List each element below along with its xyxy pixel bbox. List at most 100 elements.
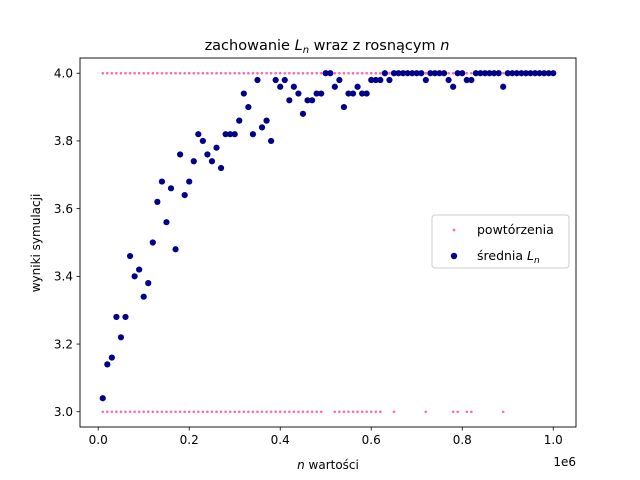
legend-marker-srednia bbox=[450, 252, 458, 260]
powtorzenia-point bbox=[197, 410, 200, 414]
powtorzenia-point bbox=[174, 71, 177, 75]
srednia-point bbox=[431, 70, 439, 77]
powtorzenia-point bbox=[470, 71, 473, 75]
powtorzenia-point bbox=[192, 410, 196, 414]
legend-label-srednia: średnia Ln bbox=[477, 248, 540, 266]
powtorzenia-point bbox=[501, 410, 505, 414]
x-axis-label-var: n bbox=[297, 458, 305, 472]
srednia-point bbox=[195, 131, 202, 138]
powtorzenia-point bbox=[210, 410, 214, 414]
srednia-point bbox=[308, 97, 316, 104]
powtorzenia-point bbox=[151, 71, 155, 75]
srednia-point bbox=[186, 178, 193, 185]
powtorzenia-point bbox=[369, 410, 373, 414]
powtorzenia-point bbox=[142, 410, 146, 414]
powtorzenia-point bbox=[224, 71, 227, 75]
srednia-point bbox=[504, 70, 511, 77]
powtorzenia-point bbox=[333, 410, 337, 414]
srednia-point bbox=[231, 131, 238, 138]
powtorzenia-point bbox=[310, 410, 314, 414]
powtorzenia-point bbox=[106, 410, 109, 414]
powtorzenia-point bbox=[301, 71, 305, 75]
powtorzenia-point bbox=[288, 71, 291, 75]
legend-marker-powtorzenia bbox=[452, 228, 456, 232]
srednia-point bbox=[240, 90, 247, 97]
ticks-layer: 0.0 0.2 0.4 0.6 0.8 1.0 3.0 3.2 3.4 3.6 3.8 4.0 bbox=[54, 67, 563, 447]
srednia-point bbox=[318, 90, 325, 97]
powtorzenia-point bbox=[260, 71, 264, 75]
y-tick-label: 3.8 bbox=[54, 134, 73, 148]
powtorzenia-point bbox=[228, 71, 232, 75]
srednia-point bbox=[158, 178, 166, 185]
powtorzenia-point bbox=[146, 71, 150, 75]
powtorzenia-point bbox=[187, 71, 191, 75]
powtorzenia-point bbox=[379, 410, 382, 414]
srednia-point bbox=[345, 90, 352, 97]
powtorzenia-point bbox=[183, 71, 186, 75]
powtorzenia-point bbox=[247, 71, 250, 75]
powtorzenia-point bbox=[319, 71, 323, 75]
srednia-point bbox=[349, 90, 357, 97]
powtorzenia-point bbox=[146, 410, 150, 414]
powtorzenia-point bbox=[142, 71, 146, 75]
srednia-point bbox=[236, 117, 243, 124]
srednia-point bbox=[468, 76, 475, 84]
powtorzenia-point bbox=[501, 71, 505, 75]
powtorzenia-point bbox=[392, 410, 396, 414]
powtorzenia-point bbox=[133, 71, 136, 75]
powtorzenia-point bbox=[101, 410, 105, 414]
powtorzenia-point bbox=[342, 410, 346, 414]
srednia-point bbox=[163, 219, 170, 226]
powtorzenia-point bbox=[310, 71, 314, 75]
x-tick-label: 0.8 bbox=[453, 433, 472, 447]
legend-label-srednia-sub: n bbox=[534, 256, 540, 266]
powtorzenia-point bbox=[251, 71, 255, 75]
srednia-point bbox=[363, 90, 370, 97]
powtorzenia-point bbox=[424, 410, 428, 414]
powtorzenia-point bbox=[374, 71, 378, 75]
powtorzenia-point bbox=[283, 410, 287, 414]
srednia-point bbox=[522, 70, 530, 77]
powtorzenia-point bbox=[297, 410, 300, 414]
x-axis-label: n wartości bbox=[297, 458, 359, 472]
srednia-point bbox=[126, 252, 134, 260]
chart-title-var2: n bbox=[440, 38, 449, 54]
powtorzenia-point bbox=[233, 410, 237, 414]
srednia-point bbox=[217, 164, 225, 172]
legend: powtórzenia średnia Ln bbox=[431, 214, 570, 269]
srednia-point bbox=[145, 280, 152, 287]
srednia-point bbox=[104, 361, 111, 368]
powtorzenia-point bbox=[338, 71, 341, 75]
powtorzenia-point bbox=[242, 71, 246, 75]
powtorzenia-point bbox=[224, 410, 227, 414]
powtorzenia-point bbox=[197, 71, 200, 75]
powtorzenia-point bbox=[256, 410, 259, 414]
powtorzenia-point bbox=[183, 410, 186, 414]
powtorzenia-point bbox=[210, 71, 214, 75]
y-tick-label: 3.4 bbox=[54, 270, 73, 284]
chart-title-pre: zachowanie bbox=[205, 38, 295, 54]
powtorzenia-point bbox=[351, 71, 355, 75]
powtorzenia-point bbox=[265, 410, 268, 414]
srednia-point bbox=[286, 97, 293, 104]
srednia-point bbox=[177, 151, 184, 158]
srednia-point bbox=[277, 83, 284, 90]
srednia-point bbox=[418, 70, 425, 77]
legend-label-srednia-pre: średnia bbox=[477, 248, 527, 263]
srednia-point bbox=[413, 70, 420, 77]
srednia-point bbox=[372, 76, 379, 84]
srednia-point bbox=[281, 76, 288, 84]
powtorzenia-point bbox=[119, 410, 123, 414]
powtorzenia-point bbox=[165, 410, 168, 414]
srednia-point bbox=[331, 83, 338, 90]
srednia-point bbox=[486, 70, 493, 77]
srednia-point bbox=[500, 83, 507, 90]
srednia-point bbox=[254, 76, 261, 84]
srednia-point bbox=[459, 70, 466, 77]
srednia-point bbox=[249, 131, 257, 138]
powtorzenia-point bbox=[278, 410, 282, 414]
powtorzenia-point bbox=[301, 410, 305, 414]
powtorzenia-point bbox=[242, 410, 246, 414]
powtorzenia-point bbox=[274, 71, 277, 75]
powtorzenia-point bbox=[178, 71, 182, 75]
